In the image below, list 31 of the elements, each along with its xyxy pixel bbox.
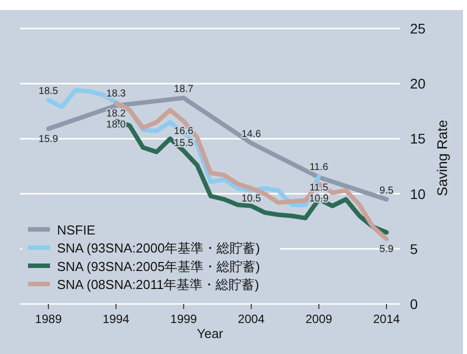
- annotation: 10.5: [242, 193, 262, 204]
- annotation: 5.9: [380, 244, 394, 255]
- annotation: 9.5: [380, 185, 394, 196]
- y-tick-label: 5: [410, 240, 418, 257]
- y-tick-label: 20: [410, 76, 426, 92]
- annotation: 18.2: [106, 108, 126, 120]
- annotation: 11.6: [309, 162, 329, 174]
- legend-label: NSFIE: [57, 222, 96, 238]
- y-axis-title: Saving Rate: [434, 120, 450, 196]
- legend-label: SNA (08SNA:2011年基準・総貯蓄): [57, 277, 260, 292]
- y-tick-label: 0: [410, 296, 418, 312]
- annotation: 18.3: [106, 88, 126, 100]
- y-tick-label: 15: [410, 130, 426, 147]
- x-tick-label: 2004: [238, 312, 265, 326]
- annotation: 16.6: [174, 126, 194, 138]
- legend-label: SNA (93SNA:2000年基準・総貯蓄): [57, 240, 260, 256]
- annotation: 18.5: [38, 86, 59, 98]
- x-axis-title: Year: [196, 326, 224, 341]
- annotation: 18.0: [106, 119, 126, 130]
- x-tick-label: 2009: [306, 312, 333, 326]
- annotation: 18.7: [174, 84, 194, 95]
- legend-label: SNA (93SNA:2005年基準・総貯蓄): [57, 258, 260, 274]
- x-tick-label: 1989: [35, 312, 62, 326]
- x-tick-label: 2014: [373, 312, 400, 326]
- x-tick-label: 1999: [170, 312, 198, 326]
- y-tick-label: 25: [410, 20, 426, 37]
- annotation: 11.5: [309, 182, 329, 194]
- y-tick-label: 10: [410, 186, 426, 202]
- x-tick-label: 1994: [102, 312, 130, 326]
- annotation: 15.9: [38, 134, 59, 145]
- annotation: 14.6: [242, 129, 262, 140]
